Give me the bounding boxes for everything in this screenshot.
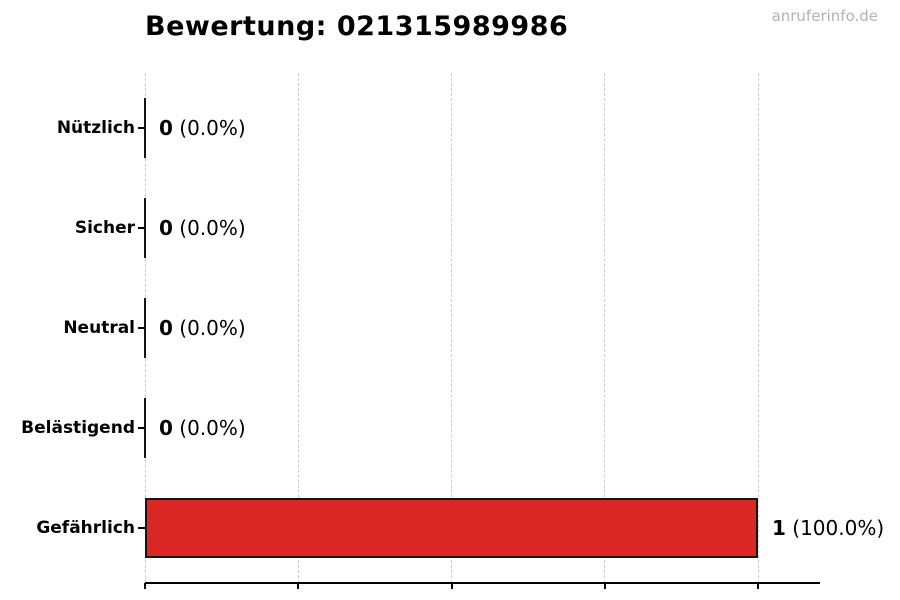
value-label: 0 (0.0%) [159, 316, 246, 340]
chart-title: Bewertung: 021315989986 [145, 11, 569, 42]
x-tick [757, 583, 759, 589]
plot-area: Nützlich 0 (0.0%) Sicher 0 (0.0%) Neutral 0 (… [21, 73, 884, 589]
value-percent: (100.0%) [785, 515, 885, 540]
gridline [604, 73, 606, 583]
bar [145, 497, 758, 558]
category-label: Gefährlich [36, 517, 135, 538]
value-label: 1 (100.0%) [772, 516, 884, 540]
category-label: Belästigend [21, 417, 135, 438]
value-label: 0 (0.0%) [159, 416, 246, 440]
zero-bar [144, 397, 146, 458]
y-tick [138, 126, 145, 129]
value-label: 0 (0.0%) [159, 216, 246, 240]
watermark-text: anruferinfo.de [771, 7, 878, 25]
x-tick [144, 583, 146, 589]
category-label: Neutral [63, 317, 135, 338]
x-axis-line [145, 582, 820, 584]
x-tick [297, 583, 300, 589]
y-tick [138, 226, 145, 229]
gridline [451, 73, 452, 583]
value-count: 0 [159, 315, 173, 340]
value-count: 1 [772, 515, 786, 540]
gridline [297, 73, 299, 583]
value-label: 0 (0.0%) [159, 116, 246, 140]
x-tick [450, 583, 453, 589]
zero-bar [144, 97, 146, 158]
value-percent: (0.0%) [172, 415, 246, 440]
category-label: Sicher [74, 217, 135, 238]
category-label: Nützlich [56, 117, 135, 138]
value-percent: (0.0%) [172, 215, 246, 240]
zero-bar [144, 297, 146, 358]
y-tick [138, 326, 145, 329]
value-count: 0 [159, 215, 173, 240]
zero-bar [144, 197, 146, 258]
value-percent: (0.0%) [172, 115, 246, 140]
gridline [757, 73, 759, 583]
value-count: 0 [159, 115, 173, 140]
y-tick [138, 526, 145, 529]
x-tick [603, 583, 606, 589]
y-tick [138, 426, 145, 429]
value-count: 0 [159, 415, 173, 440]
value-percent: (0.0%) [172, 315, 246, 340]
